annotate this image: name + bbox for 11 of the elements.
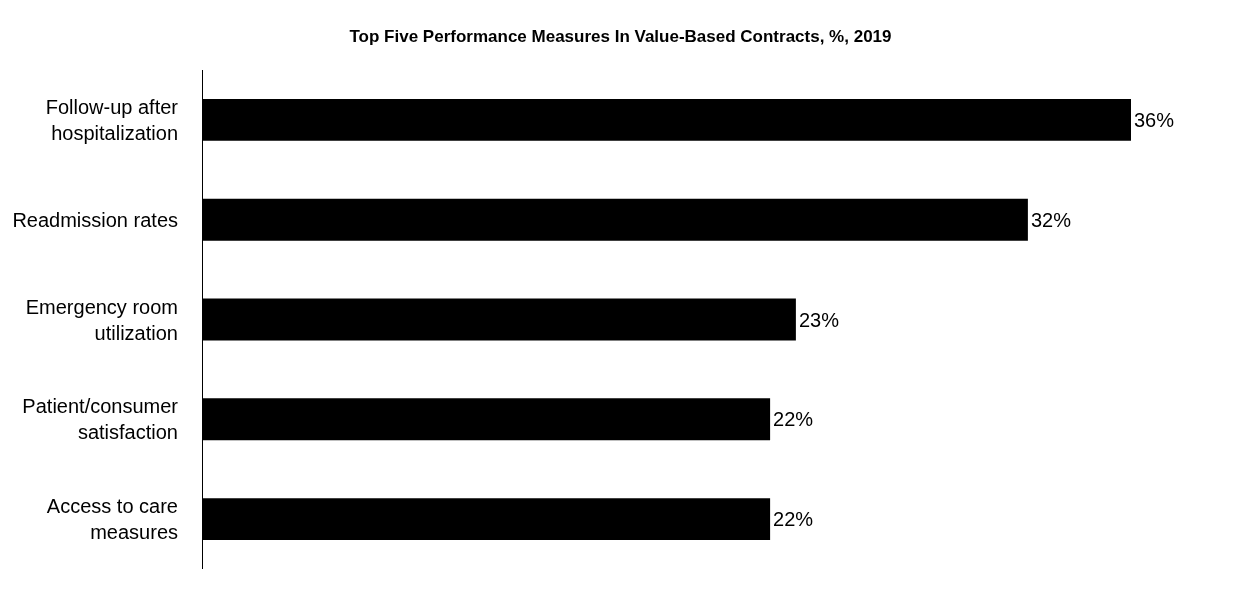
data-label: 22% xyxy=(773,408,814,431)
data-label: 23% xyxy=(798,308,840,331)
data-label: 32% xyxy=(1030,208,1072,231)
y-tick-label: Patient/consumer satisfaction xyxy=(22,395,179,444)
y-tick-label: Emergency room utilization xyxy=(25,295,178,344)
y-tick-label: Follow-up after hospitalization xyxy=(45,95,179,144)
y-tick-label: Access to care measures xyxy=(46,495,178,544)
data-label: 22% xyxy=(773,508,814,531)
chart-title: Top Five Performance Measures In Value-Based Contracts, %, 2019 xyxy=(349,27,892,47)
data-label: 36% xyxy=(1134,108,1175,131)
y-tick-label: Readmission rates xyxy=(12,208,178,231)
